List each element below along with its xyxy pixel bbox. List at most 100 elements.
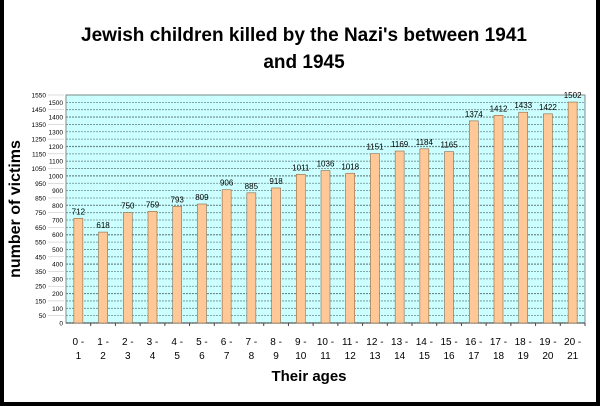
x-tick-label: 10 - <box>317 337 334 348</box>
bar <box>197 203 207 324</box>
x-tick-label: 1 <box>76 351 82 362</box>
x-tick-label: 16 <box>444 351 456 362</box>
x-tick-label: 12 <box>345 351 357 362</box>
bar <box>543 113 553 324</box>
x-tick-label: 18 <box>493 351 505 362</box>
y-tick-label: 200 <box>52 291 63 298</box>
data-label: 1169 <box>391 140 409 149</box>
data-label: 1412 <box>490 104 508 113</box>
x-tick-label: 6 <box>199 351 205 362</box>
y-tick-label: 900 <box>52 188 63 195</box>
data-label: 618 <box>96 221 110 230</box>
data-label: 712 <box>72 207 86 216</box>
data-label: 1036 <box>317 160 335 169</box>
x-tick-label: 15 <box>419 351 431 362</box>
chart-plot: 0 50 100 150 200 250 300 350 400 450 500 550 600 650 7… <box>32 91 586 362</box>
x-tick-label: 3 <box>125 351 131 362</box>
bar <box>370 153 380 324</box>
data-label: 750 <box>121 202 135 211</box>
data-label: 1018 <box>341 162 359 171</box>
x-tick-label: 13 - <box>391 337 408 348</box>
y-tick-label: 400 <box>52 262 63 269</box>
bar <box>444 151 454 324</box>
y-tick-label: 350 <box>35 269 46 276</box>
x-tick-label: 17 <box>468 351 480 362</box>
x-tick-label: 11 <box>320 351 331 362</box>
chart-title-line: Jewish children killed by the Nazi's bet… <box>81 25 527 46</box>
y-tick-label: 1400 <box>49 115 64 122</box>
data-label: 1151 <box>366 143 384 152</box>
y-tick-label: 650 <box>35 225 46 232</box>
bar <box>147 211 158 324</box>
y-tick-label: 950 <box>35 181 46 188</box>
bar <box>320 170 331 324</box>
y-tick-label: 1350 <box>32 122 47 129</box>
data-label: 906 <box>220 179 234 188</box>
x-tick-label: 2 <box>100 351 106 362</box>
bar <box>468 120 479 324</box>
y-tick-label: 850 <box>35 195 46 202</box>
x-tick-label: 3 - <box>147 337 159 348</box>
y-tick-label: 250 <box>35 284 46 291</box>
data-label: 1165 <box>440 141 458 150</box>
x-tick-label: 14 - <box>416 337 433 348</box>
x-tick-label: 19 <box>518 351 530 362</box>
x-tick-label: 13 <box>369 351 381 362</box>
data-label: 1011 <box>292 163 310 172</box>
x-tick-label: 14 <box>394 351 406 362</box>
x-tick-label: 15 - <box>440 337 457 348</box>
y-tick-label: 750 <box>35 210 46 217</box>
y-tick-label: 1050 <box>32 166 47 173</box>
x-tick-label: 6 - <box>221 337 233 348</box>
y-tick-label: 1550 <box>32 93 47 100</box>
y-tick-label: 50 <box>39 313 47 320</box>
x-tick-label: 21 <box>567 351 579 362</box>
data-label: 885 <box>245 182 259 191</box>
y-tick-label: 100 <box>52 306 63 313</box>
bar <box>221 189 232 324</box>
x-axis-label: Their ages <box>271 368 347 385</box>
x-tick-label: 20 - <box>564 337 581 348</box>
data-label: 1502 <box>564 91 582 100</box>
data-label: 1374 <box>465 110 483 119</box>
data-label: 759 <box>146 200 160 209</box>
x-tick-label: 20 <box>542 351 554 362</box>
x-tick-label: 10 <box>295 351 307 362</box>
x-tick-label: 9 <box>273 351 279 362</box>
x-tick-label: 8 <box>249 351 255 362</box>
bar <box>394 150 405 324</box>
x-tick-label: 4 <box>150 351 156 362</box>
y-tick-label: 500 <box>52 247 63 254</box>
bar <box>271 187 281 324</box>
y-tick-label: 1250 <box>32 137 47 144</box>
x-tick-label: 5 <box>174 351 180 362</box>
bar <box>172 206 183 324</box>
chart-title: Jewish children killed by the Nazi's bet… <box>44 22 564 76</box>
bar <box>567 101 578 324</box>
y-tick-label: 1100 <box>49 159 63 166</box>
data-label: 1422 <box>539 103 557 112</box>
x-tick-label: 5 - <box>196 337 208 348</box>
data-label: 918 <box>269 177 283 186</box>
x-tick-label: 1 - <box>97 337 109 348</box>
bar <box>73 217 84 324</box>
x-tick-label: 12 - <box>366 337 383 348</box>
x-tick-label: 0 - <box>73 337 85 348</box>
y-tick-label: 700 <box>52 218 63 225</box>
bar <box>518 111 529 324</box>
y-tick-label: 1450 <box>32 107 47 114</box>
data-label: 1433 <box>514 101 532 110</box>
x-tick-label: 18 - <box>515 337 532 348</box>
y-tick-label: 0 <box>59 321 63 328</box>
y-tick-label: 1150 <box>32 151 46 158</box>
x-tick-label: 8 - <box>270 337 282 348</box>
data-label: 1184 <box>416 138 434 147</box>
x-tick-label: 19 - <box>539 337 556 348</box>
bar <box>295 173 306 324</box>
bar <box>493 114 504 324</box>
x-tick-label: 2 - <box>122 337 134 348</box>
bar <box>345 172 356 324</box>
x-tick-label: 4 - <box>171 337 183 348</box>
x-tick-label: 17 - <box>490 337 507 348</box>
